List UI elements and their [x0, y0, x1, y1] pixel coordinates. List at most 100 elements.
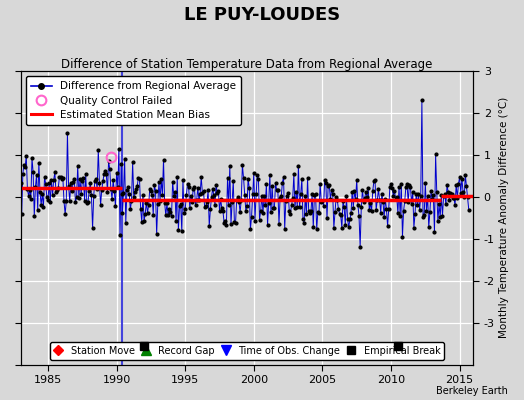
Point — [118, 191, 126, 198]
Point — [301, 192, 310, 199]
Point — [203, 199, 211, 206]
Point — [427, 188, 435, 194]
Point — [449, 195, 457, 202]
Point — [201, 204, 209, 210]
Point — [389, 193, 398, 199]
Point — [294, 162, 302, 169]
Point — [375, 197, 384, 203]
Point — [125, 191, 134, 197]
Point — [50, 176, 58, 183]
Point — [270, 204, 279, 211]
Point — [365, 207, 374, 214]
Point — [363, 194, 371, 200]
Point — [199, 188, 208, 195]
Point — [141, 210, 149, 217]
Point — [60, 198, 68, 204]
Point — [262, 181, 270, 187]
Point — [329, 191, 337, 197]
Point — [325, 182, 333, 188]
Point — [20, 162, 28, 168]
Point — [91, 178, 99, 184]
Point — [117, 161, 125, 167]
Point — [154, 201, 162, 207]
Point — [237, 196, 245, 203]
Point — [210, 192, 218, 198]
Point — [176, 203, 184, 210]
Point — [102, 171, 111, 177]
Point — [152, 231, 161, 238]
Point — [170, 192, 178, 199]
Point — [30, 213, 38, 219]
Point — [52, 189, 60, 196]
Point — [228, 198, 236, 205]
Point — [261, 202, 269, 208]
Point — [205, 223, 213, 229]
Point — [59, 175, 67, 181]
Point — [298, 176, 306, 182]
Point — [395, 184, 403, 190]
Point — [243, 203, 251, 209]
Point — [173, 174, 181, 180]
Point — [85, 188, 93, 194]
Point — [221, 218, 230, 224]
Point — [465, 206, 473, 213]
Point — [339, 198, 347, 204]
Point — [156, 197, 164, 204]
Point — [404, 199, 412, 205]
Point — [40, 174, 49, 180]
Point — [100, 171, 108, 178]
Point — [405, 182, 413, 188]
Point — [233, 197, 241, 203]
Point — [382, 206, 390, 212]
Point — [317, 198, 325, 205]
Point — [421, 180, 430, 186]
Point — [403, 181, 411, 187]
Point — [58, 176, 66, 182]
Point — [72, 194, 81, 200]
Point — [151, 188, 160, 194]
Point — [446, 190, 455, 196]
Point — [231, 220, 239, 226]
Point — [86, 180, 94, 186]
Point — [145, 202, 153, 208]
Point — [276, 194, 285, 201]
Point — [70, 176, 79, 182]
Point — [316, 180, 324, 187]
Point — [224, 202, 233, 208]
Point — [385, 206, 393, 212]
Point — [354, 201, 362, 208]
Point — [32, 172, 41, 178]
Point — [166, 209, 174, 215]
Point — [350, 188, 358, 194]
Point — [340, 204, 348, 210]
Point — [31, 184, 40, 190]
Point — [127, 198, 136, 204]
Point — [417, 193, 425, 199]
Point — [182, 192, 191, 198]
Point — [453, 195, 462, 201]
Point — [409, 189, 417, 195]
Point — [129, 194, 138, 201]
Point — [190, 184, 199, 190]
Point — [291, 205, 299, 212]
Point — [406, 183, 414, 190]
Point — [443, 182, 451, 188]
Point — [251, 218, 259, 224]
Point — [238, 162, 247, 168]
Point — [256, 208, 265, 214]
Point — [285, 208, 293, 214]
Point — [373, 197, 381, 204]
Point — [414, 191, 423, 198]
Point — [292, 189, 300, 195]
Point — [76, 176, 84, 183]
Point — [286, 210, 294, 217]
Point — [36, 189, 44, 196]
Point — [252, 191, 260, 198]
Point — [110, 188, 118, 194]
Point — [171, 189, 179, 195]
Point — [391, 196, 400, 202]
Point — [436, 214, 444, 220]
Point — [196, 191, 204, 198]
Point — [214, 188, 223, 194]
Point — [245, 185, 254, 191]
